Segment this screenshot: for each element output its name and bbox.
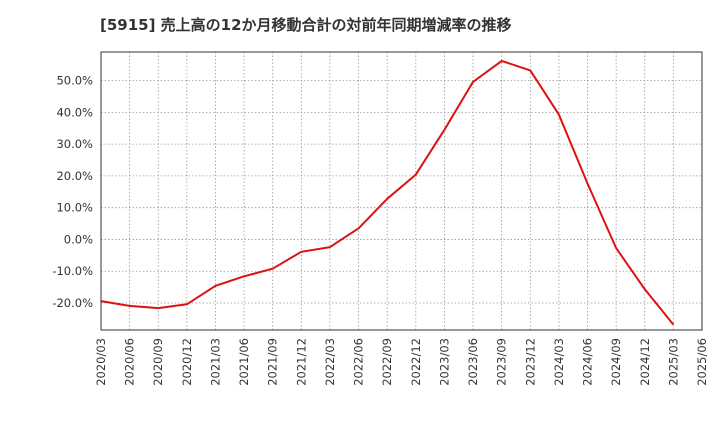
x-tick-label: 2025/03 (666, 338, 680, 386)
x-tick-label: 2023/12 (523, 338, 537, 386)
y-tick-label: 30.0% (56, 137, 93, 151)
x-tick-label: 2021/12 (294, 338, 308, 386)
y-tick-label: -20.0% (52, 296, 93, 310)
y-tick-label: 0.0% (64, 232, 93, 246)
plot-frame (100, 51, 703, 331)
x-tick-label: 2023/03 (437, 338, 451, 386)
x-tick-label: 2024/12 (638, 338, 652, 386)
x-tick-label: 2020/09 (151, 338, 165, 386)
x-tick-label: 2024/09 (609, 338, 623, 386)
x-tick-label: 2020/03 (94, 338, 108, 386)
x-tick-label: 2022/06 (352, 338, 366, 386)
x-tick-label: 2024/03 (552, 338, 566, 386)
x-tick-label: 2022/09 (380, 338, 394, 386)
y-tick-label: 40.0% (56, 105, 93, 119)
x-tick-label: 2022/03 (323, 338, 337, 386)
x-tick-label: 2025/06 (695, 338, 709, 386)
x-tick-label: 2021/03 (208, 338, 222, 386)
y-tick-label: 50.0% (56, 74, 93, 88)
x-tick-label: 2020/12 (180, 338, 194, 386)
x-tick-label: 2022/12 (409, 338, 423, 386)
y-tick-label: -10.0% (52, 264, 93, 278)
grid-layer (100, 52, 703, 330)
y-tick-label: 10.0% (56, 201, 93, 215)
x-tick-label: 2020/06 (123, 338, 137, 386)
axis-layer: -20.0% -10.0% 0.0% 10.0% 20.0% 30.0% 40.0% 50.0… (52, 51, 709, 386)
x-tick-label: 2021/09 (266, 338, 280, 386)
y-tick-label: 20.0% (56, 169, 93, 183)
series-line (100, 59, 675, 326)
chart-title: [5915] 売上高の12か月移動合計の対前年同期増減率の推移 (100, 16, 512, 34)
x-tick-label: 2023/06 (466, 338, 480, 386)
series-layer (100, 59, 675, 326)
x-tick-label: 2023/09 (495, 338, 509, 386)
x-tick-label: 2024/06 (581, 338, 595, 386)
x-tick-label: 2021/06 (237, 338, 251, 386)
